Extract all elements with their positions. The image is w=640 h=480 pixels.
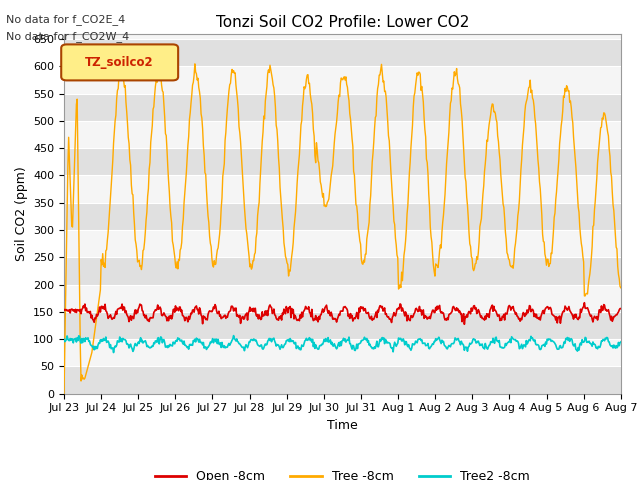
Bar [64,94,621,121]
Legend: Open -8cm, Tree -8cm, Tree2 -8cm: Open -8cm, Tree -8cm, Tree2 -8cm [150,465,534,480]
Bar [64,366,621,394]
Bar [64,203,621,230]
Text: No data for f_CO2W_4: No data for f_CO2W_4 [6,31,130,42]
X-axis label: Time: Time [327,419,358,432]
Y-axis label: Soil CO2 (ppm): Soil CO2 (ppm) [15,166,28,261]
Title: Tonzi Soil CO2 Profile: Lower CO2: Tonzi Soil CO2 Profile: Lower CO2 [216,15,469,30]
FancyBboxPatch shape [61,44,178,80]
Text: No data for f_CO2E_4: No data for f_CO2E_4 [6,14,125,25]
Text: TZ_soilco2: TZ_soilco2 [85,56,154,69]
Bar [64,39,621,66]
Bar [64,257,621,285]
Bar [64,148,621,175]
Bar [64,312,621,339]
